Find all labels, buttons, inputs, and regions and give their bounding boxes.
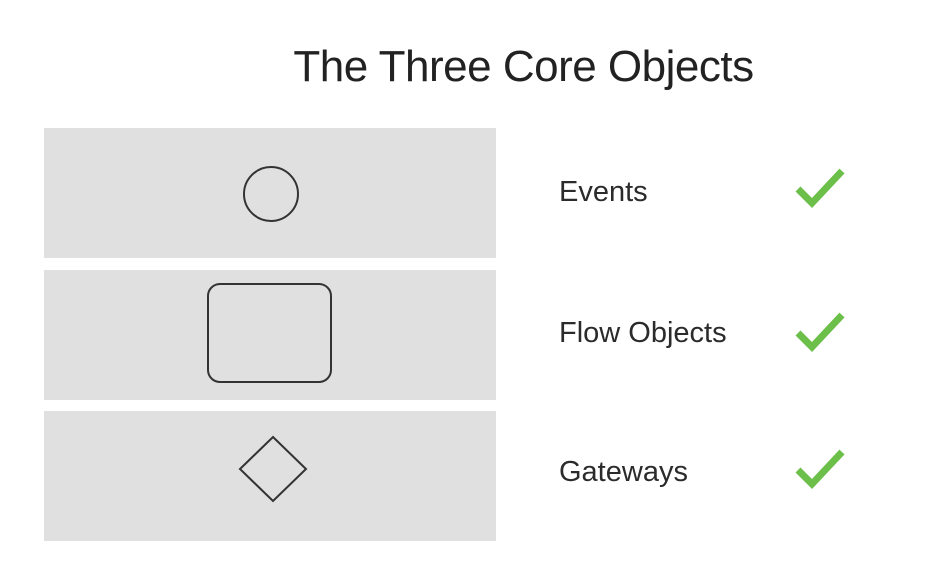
rounded-rectangle-icon	[207, 283, 332, 383]
checkmark-icon	[795, 312, 845, 353]
events-panel	[44, 128, 496, 258]
title-area: The Three Core Objects	[0, 0, 937, 110]
flow-objects-panel	[44, 270, 496, 400]
diamond-icon	[238, 435, 308, 503]
gateways-panel	[44, 411, 496, 541]
checkmark-icon	[795, 168, 845, 209]
circle-icon	[243, 166, 299, 222]
flow-objects-label: Flow Objects	[559, 317, 727, 349]
gateways-label: Gateways	[559, 456, 688, 488]
events-label: Events	[559, 176, 648, 208]
slide-title: The Three Core Objects	[293, 42, 754, 91]
checkmark-icon	[795, 449, 845, 490]
